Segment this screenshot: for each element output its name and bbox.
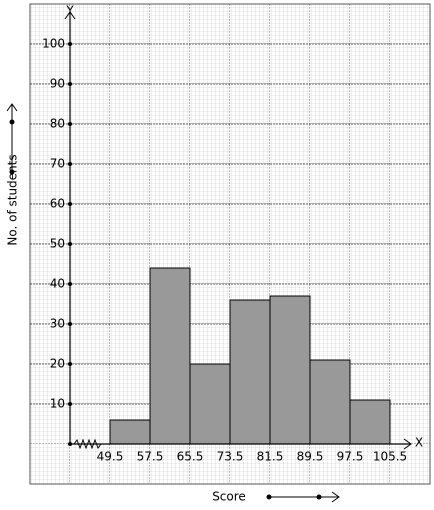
y-tick-label: 50 — [50, 237, 65, 251]
x-tick-label: 57.5 — [137, 450, 164, 464]
y-tick-label: 10 — [50, 397, 65, 411]
bar — [309, 359, 351, 445]
x-tick-label: 105.5 — [373, 450, 407, 464]
y-tick — [68, 202, 72, 206]
bar — [269, 295, 311, 445]
y-arrow — [64, 11, 76, 20]
x-tick-label: 97.5 — [337, 450, 364, 464]
x-tick-label: 73.5 — [217, 450, 244, 464]
y-axis-name: Y — [65, 4, 74, 18]
y-tick — [68, 362, 72, 366]
y-tick — [68, 82, 72, 86]
y-tick-label: 60 — [50, 197, 65, 211]
y-tick-label: 100 — [42, 37, 65, 51]
x-tick-label: 65.5 — [177, 450, 204, 464]
y-tick — [68, 402, 72, 406]
y-tick — [68, 242, 72, 246]
y-tick — [68, 122, 72, 126]
y-tick — [68, 282, 72, 286]
bar — [349, 399, 391, 445]
y-tick — [68, 42, 72, 46]
y-tick-label: 40 — [50, 277, 65, 291]
y-tick — [68, 322, 72, 326]
bar — [149, 267, 191, 445]
y-tick-label: 20 — [50, 357, 65, 371]
decor-arrows — [6, 103, 340, 503]
x-tick-label: 89.5 — [297, 450, 324, 464]
y-tick-label: 80 — [50, 117, 65, 131]
bar — [229, 299, 271, 445]
bar — [109, 419, 151, 445]
x-axis-name: X — [415, 436, 423, 450]
y-tick — [68, 162, 72, 166]
origin-dot — [68, 442, 72, 446]
bar — [189, 363, 231, 445]
x-tick-label: 81.5 — [257, 450, 284, 464]
axis-break — [73, 438, 102, 450]
y-tick-label: 70 — [50, 157, 65, 171]
x-axis-label: Score — [212, 490, 246, 504]
x-arrow — [403, 438, 412, 450]
y-tick-label: 90 — [50, 77, 65, 91]
y-tick-label: 30 — [50, 317, 65, 331]
y-axis-label: No. of students — [6, 154, 20, 245]
x-tick-label: 49.5 — [97, 450, 124, 464]
